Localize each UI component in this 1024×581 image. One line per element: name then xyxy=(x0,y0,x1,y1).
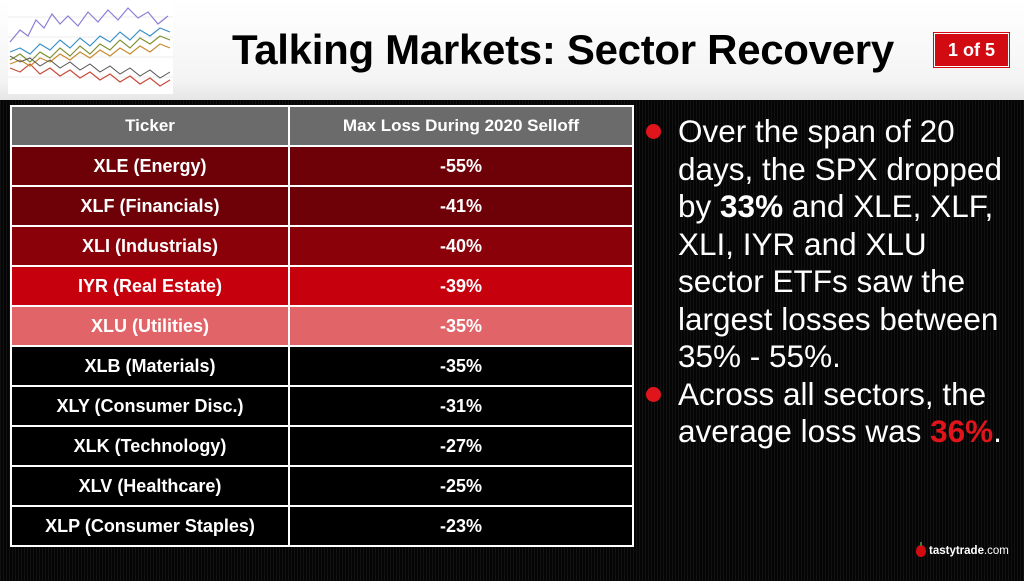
table-row: XLY (Consumer Disc.) -31% xyxy=(10,385,634,427)
loss-cell: -23% xyxy=(288,505,634,547)
ticker-cell: XLU (Utilities) xyxy=(10,305,290,347)
ticker-cell: XLP (Consumer Staples) xyxy=(10,505,290,547)
bullet-list: Over the span of 20 days, the SPX droppe… xyxy=(644,113,1016,451)
table-header-row: Ticker Max Loss During 2020 Selloff xyxy=(10,105,634,147)
loss-cell: -39% xyxy=(288,265,634,307)
slide-header: Talking Markets: Sector Recovery 1 of 5 xyxy=(0,0,1024,100)
table-row: XLI (Industrials) -40% xyxy=(10,225,634,267)
table-row: XLK (Technology) -27% xyxy=(10,425,634,467)
multi-line-stock-chart-icon xyxy=(8,2,173,94)
loss-cell: -35% xyxy=(288,305,634,347)
ticker-cell: IYR (Real Estate) xyxy=(10,265,290,307)
ticker-cell: XLY (Consumer Disc.) xyxy=(10,385,290,427)
spx-drop-value: 33% xyxy=(720,188,784,224)
loss-cell: -55% xyxy=(288,145,634,187)
loss-cell: -40% xyxy=(288,225,634,267)
table-row: XLU (Utilities) -35% xyxy=(10,305,634,347)
column-header-ticker: Ticker xyxy=(10,105,290,147)
table-row: XLB (Materials) -35% xyxy=(10,345,634,387)
column-header-max-loss: Max Loss During 2020 Selloff xyxy=(288,105,634,147)
bullet-text: Across all sectors, the average loss was xyxy=(678,375,987,450)
ticker-cell: XLE (Energy) xyxy=(10,145,290,187)
bullet-dot-icon xyxy=(646,386,661,402)
bullet-text: . xyxy=(993,413,1002,449)
cherry-icon xyxy=(916,542,926,557)
bullet-dot-icon xyxy=(646,124,661,139)
ticker-cell: XLK (Technology) xyxy=(10,425,290,467)
bullet-spx-drop: Over the span of 20 days, the SPX droppe… xyxy=(644,113,1016,376)
loss-cell: -35% xyxy=(288,345,634,387)
bullet-text: Over the span of 20 days, the SPX droppe… xyxy=(678,113,1002,224)
ticker-cell: XLV (Healthcare) xyxy=(10,465,290,507)
page-title: Talking Markets: Sector Recovery xyxy=(232,26,894,73)
ticker-cell: XLB (Materials) xyxy=(10,345,290,387)
average-loss-value: 36% xyxy=(930,413,994,449)
tastytrade-logo: tastytrade .com xyxy=(916,542,1009,557)
loss-cell: -41% xyxy=(288,185,634,227)
loss-cell: -25% xyxy=(288,465,634,507)
logo-suffix: .com xyxy=(983,545,1009,557)
table-row: XLP (Consumer Staples) -23% xyxy=(10,505,634,547)
table-row: XLF (Financials) -41% xyxy=(10,185,634,227)
ticker-cell: XLI (Industrials) xyxy=(10,225,290,267)
bullet-text: and XLE, XLF, XLI, IYR and XLU sector ET… xyxy=(678,188,999,374)
logo-text: tastytrade xyxy=(929,545,984,557)
table-row: IYR (Real Estate) -39% xyxy=(10,265,634,307)
ticker-cell: XLF (Financials) xyxy=(10,185,290,227)
loss-cell: -27% xyxy=(288,425,634,467)
page-indicator-badge: 1 of 5 xyxy=(934,33,1009,67)
table-row: XLV (Healthcare) -25% xyxy=(10,465,634,507)
sector-loss-table: Ticker Max Loss During 2020 Selloff XLE … xyxy=(10,105,634,547)
table-row: XLE (Energy) -55% xyxy=(10,145,634,187)
loss-cell: -31% xyxy=(288,385,634,427)
bullet-average-loss: Across all sectors, the average loss was… xyxy=(644,376,1016,451)
